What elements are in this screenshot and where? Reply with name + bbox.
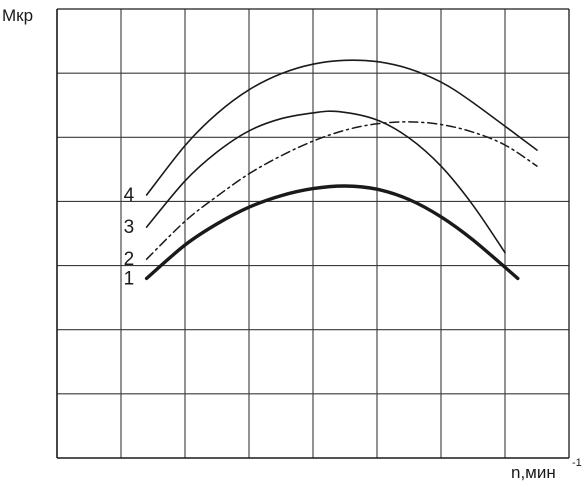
x-axis-label-superscript: -1 (572, 457, 582, 469)
series-label-2: 2 (124, 249, 135, 270)
series-line-1 (144, 184, 520, 281)
series-labels: 12 3 4 (124, 185, 135, 289)
series-label-1: 1 (124, 268, 135, 289)
x-axis-label: n,мин (511, 463, 556, 482)
series-group (144, 59, 538, 281)
series-line-3 (145, 110, 506, 254)
axes (56, 8, 570, 459)
series-label-4: 4 (124, 185, 135, 206)
series-line-2 (145, 121, 538, 260)
series-label-3: 3 (124, 217, 135, 238)
gridlines (57, 9, 569, 458)
series-line-4 (145, 59, 538, 196)
y-axis-label: Мкр (2, 6, 33, 25)
